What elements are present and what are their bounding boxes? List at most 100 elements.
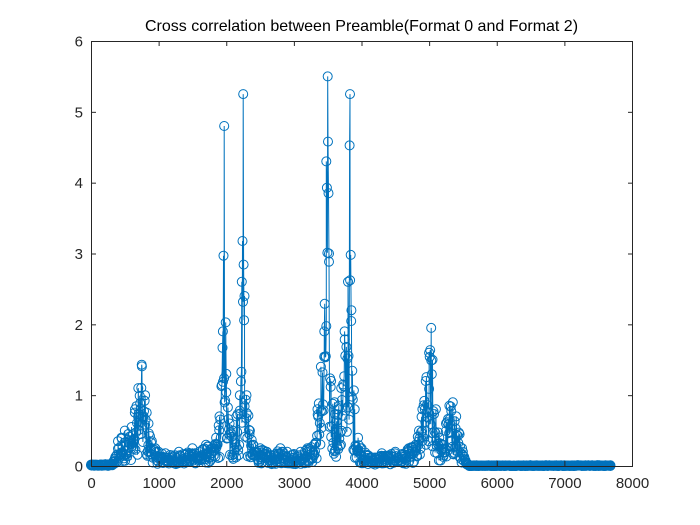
data-point-marker xyxy=(323,188,334,199)
data-point-marker xyxy=(318,405,329,416)
data-point-marker xyxy=(140,390,151,401)
data-point-marker xyxy=(420,417,431,427)
data-point-marker xyxy=(133,408,144,419)
data-point-marker xyxy=(239,315,250,326)
data-point-marker xyxy=(345,89,355,100)
data-point-marker xyxy=(256,458,267,469)
data-point-marker xyxy=(215,414,226,425)
data-point-marker xyxy=(210,451,221,462)
data-point-marker xyxy=(214,425,225,436)
plot-area xyxy=(91,41,632,466)
data-point-marker xyxy=(222,402,233,413)
data-point-marker xyxy=(314,418,325,429)
data-point-marker xyxy=(336,425,347,436)
data-point-marker xyxy=(214,452,225,462)
data-point-marker xyxy=(322,71,333,82)
data-point-marker xyxy=(423,436,434,447)
y-tick-label: 5 xyxy=(75,104,83,121)
data-point-marker xyxy=(220,395,231,406)
data-point-marker xyxy=(312,430,323,441)
data-point-marker xyxy=(231,442,242,453)
data-point-marker xyxy=(135,429,146,440)
data-point-marker xyxy=(321,182,332,193)
data-point-marker xyxy=(218,250,229,261)
data-point-marker xyxy=(221,368,232,379)
data-point-marker xyxy=(429,409,439,420)
data-point-marker xyxy=(338,381,349,392)
data-point-marker xyxy=(143,418,154,429)
data-point-marker xyxy=(339,371,350,382)
data-point-marker xyxy=(219,121,230,131)
y-tick-label: 2 xyxy=(75,317,83,334)
data-point-marker xyxy=(237,236,248,246)
x-tick-label: 3000 xyxy=(278,475,311,492)
data-point-marker xyxy=(426,322,437,333)
data-point-marker xyxy=(236,276,247,287)
x-tick-label: 0 xyxy=(87,475,95,492)
data-point-marker xyxy=(343,350,354,361)
x-tick-label: 6000 xyxy=(481,475,514,492)
data-point-marker xyxy=(236,366,247,377)
data-point-marker xyxy=(131,401,142,412)
data-point-marker xyxy=(318,399,329,410)
data-point-marker xyxy=(128,443,139,454)
data-point-marker xyxy=(346,305,357,316)
data-point-marker xyxy=(339,326,350,337)
data-point-marker xyxy=(424,383,435,394)
x-tick-label: 2000 xyxy=(210,475,243,492)
data-point-marker xyxy=(430,404,441,415)
data-point-marker xyxy=(426,355,437,366)
data-point-marker xyxy=(317,367,328,378)
data-point-marker xyxy=(126,455,136,465)
data-point-marker xyxy=(344,414,355,425)
data-point-marker xyxy=(324,256,334,267)
data-point-marker xyxy=(331,451,342,462)
data-point-marker xyxy=(326,432,337,442)
data-point-marker xyxy=(315,439,326,450)
data-point-marker xyxy=(315,405,326,416)
y-tick-label: 6 xyxy=(75,34,83,51)
data-point-marker xyxy=(217,326,228,337)
data-point-marker xyxy=(228,425,238,436)
data-point-marker xyxy=(241,390,252,401)
data-point-marker xyxy=(324,248,334,259)
data-point-marker xyxy=(240,394,251,405)
data-point-marker xyxy=(327,443,338,454)
data-point-marker xyxy=(244,429,255,440)
data-point-marker xyxy=(317,406,327,417)
data-point-marker xyxy=(203,457,214,468)
data-point-marker xyxy=(426,369,437,380)
data-point-marker xyxy=(130,444,141,455)
data-point-marker xyxy=(221,387,232,398)
data-point-marker xyxy=(127,441,138,452)
data-point-marker xyxy=(440,443,451,454)
data-point-marker xyxy=(444,414,455,425)
data-point-marker xyxy=(449,416,460,427)
data-point-marker xyxy=(215,432,226,443)
data-point-marker xyxy=(136,361,147,372)
data-point-marker xyxy=(335,427,346,438)
data-point-marker xyxy=(315,361,326,372)
data-point-marker xyxy=(390,455,401,466)
data-point-marker xyxy=(320,351,331,362)
data-point-marker xyxy=(331,416,342,427)
data-point-marker xyxy=(349,404,360,415)
data-point-marker xyxy=(133,383,144,394)
y-tick-label: 3 xyxy=(75,246,83,263)
data-point-marker xyxy=(310,446,320,457)
data-point-marker xyxy=(313,411,324,422)
data-point-marker xyxy=(233,445,244,455)
data-point-marker xyxy=(425,345,436,356)
data-point-marker xyxy=(129,433,140,444)
data-point-marker xyxy=(238,296,248,307)
data-point-marker xyxy=(132,418,142,428)
data-point-marker xyxy=(281,451,292,462)
data-point-marker xyxy=(244,424,254,435)
data-point-marker xyxy=(353,432,364,443)
x-tick-label: 4000 xyxy=(345,475,378,492)
data-point-marker xyxy=(414,449,425,460)
data-point-marker xyxy=(345,275,356,286)
data-point-marker xyxy=(334,440,345,451)
data-point-marker xyxy=(421,372,432,383)
